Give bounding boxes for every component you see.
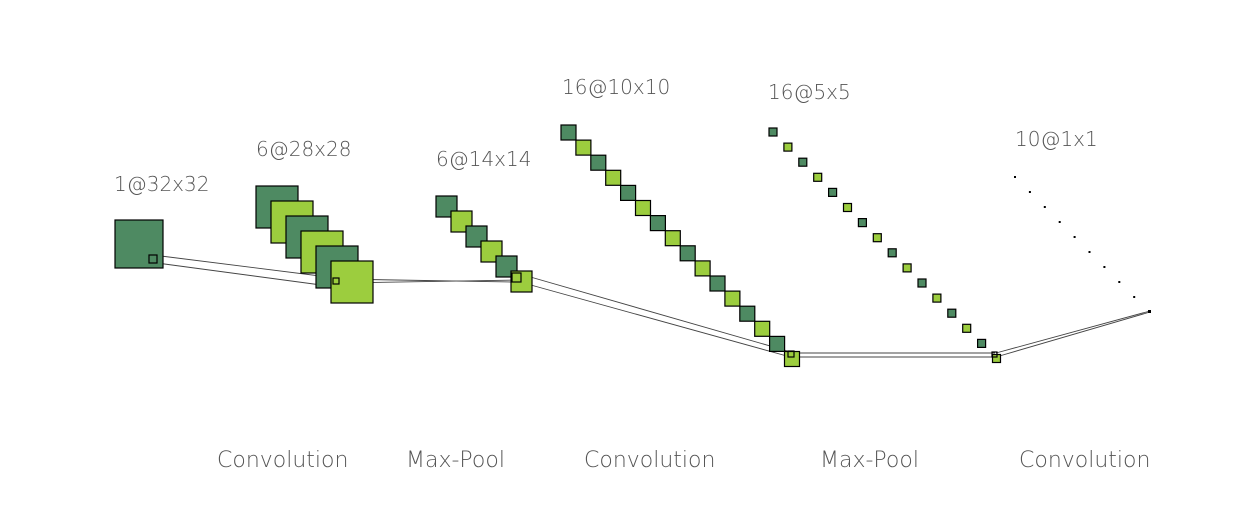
feature-map-pool2-3 bbox=[798, 157, 808, 167]
op-label-convolution-1: Convolution bbox=[217, 448, 348, 473]
feature-map-conv2-6 bbox=[634, 199, 652, 217]
feature-map-conv2-5 bbox=[619, 184, 637, 201]
feature-map-conv3-9 bbox=[1133, 296, 1136, 298]
op-label-maxpool-1: Max-Pool bbox=[406, 448, 505, 473]
feature-map-conv2-7 bbox=[649, 215, 667, 232]
feature-map-pool2-6 bbox=[842, 202, 853, 213]
feature-map-pool2-5 bbox=[827, 187, 838, 197]
feature-map-pool2-13 bbox=[947, 308, 957, 318]
feature-map-conv2-3 bbox=[590, 154, 607, 171]
stack-pool1 bbox=[435, 195, 533, 293]
feature-map-conv2-11 bbox=[709, 275, 726, 292]
connector-line-11 bbox=[995, 311, 1151, 358]
feature-map-conv2-15 bbox=[768, 335, 786, 352]
feature-map-conv3-5 bbox=[1073, 236, 1076, 238]
connector-line-1 bbox=[152, 254, 337, 279]
window-pool1-kernel bbox=[511, 272, 522, 283]
op-label-maxpool-2: Max-Pool bbox=[820, 448, 919, 473]
op-label-convolution-2: Convolution bbox=[584, 448, 715, 473]
window-conv2-pool bbox=[787, 350, 795, 358]
layer-label-input: 1@32x32 bbox=[114, 172, 209, 196]
op-label-convolution-3: Convolution bbox=[1019, 448, 1150, 473]
feature-map-pool2-8 bbox=[872, 233, 882, 243]
feature-map-conv3-4 bbox=[1058, 221, 1061, 223]
feature-map-pool2-14 bbox=[962, 323, 972, 333]
connector-line-6 bbox=[519, 273, 792, 353]
feature-map-pool2-15 bbox=[976, 338, 987, 348]
feature-map-conv3-3 bbox=[1043, 206, 1046, 208]
stack-conv3 bbox=[1014, 176, 1151, 313]
feature-map-conv3-7 bbox=[1103, 266, 1106, 268]
feature-map-pool2-11 bbox=[917, 278, 927, 288]
feature-map-conv2-4 bbox=[605, 169, 622, 186]
feature-map-conv3-2 bbox=[1028, 191, 1031, 193]
feature-map-conv3-1 bbox=[1014, 176, 1016, 178]
stack-input bbox=[114, 219, 164, 269]
window-pool2-kernel bbox=[991, 351, 998, 358]
window-conv1-pool bbox=[332, 277, 340, 285]
feature-map-conv3-6 bbox=[1088, 251, 1091, 253]
connector-line-2 bbox=[156, 262, 337, 288]
feature-map-pool2-7 bbox=[857, 218, 868, 228]
feature-map-conv1-6 bbox=[330, 260, 374, 304]
feature-maps bbox=[114, 124, 1151, 368]
feature-map-pool2-2 bbox=[783, 142, 793, 152]
stack-pool2 bbox=[768, 127, 1002, 364]
feature-map-pool2-9 bbox=[887, 248, 897, 258]
feature-map-conv2-14 bbox=[754, 320, 771, 337]
connectors bbox=[152, 254, 1151, 359]
feature-map-pool2-4 bbox=[813, 172, 823, 182]
feature-map-conv2-1 bbox=[560, 124, 577, 141]
connector-line-10 bbox=[995, 310, 1151, 354]
connector-line-7 bbox=[519, 281, 795, 359]
feature-map-conv2-12 bbox=[724, 290, 741, 307]
feature-map-conv2-13 bbox=[739, 305, 756, 322]
stack-conv1 bbox=[255, 185, 374, 304]
layer-label-conv3: 10@1x1 bbox=[1015, 127, 1098, 151]
layer-label-pool2: 16@5x5 bbox=[768, 80, 851, 104]
layer-label-conv1: 6@28x28 bbox=[256, 137, 351, 161]
feature-map-conv2-2 bbox=[575, 139, 592, 156]
window-input-kernel bbox=[148, 254, 158, 264]
feature-map-conv2-16 bbox=[783, 350, 801, 368]
feature-map-conv2-10 bbox=[694, 260, 711, 277]
feature-map-input-1 bbox=[114, 219, 164, 269]
layer-label-pool1: 6@14x14 bbox=[436, 147, 531, 171]
receptive-fields bbox=[148, 254, 1151, 358]
layer-label-conv2: 16@10x10 bbox=[562, 75, 670, 99]
feature-map-pool2-1 bbox=[768, 127, 778, 137]
output-unit bbox=[1148, 310, 1151, 313]
feature-map-conv2-8 bbox=[664, 230, 681, 247]
feature-map-pool2-12 bbox=[932, 293, 942, 303]
feature-map-conv3-8 bbox=[1118, 281, 1121, 283]
feature-map-pool2-10 bbox=[902, 263, 912, 273]
stack-conv2 bbox=[560, 124, 801, 368]
feature-map-conv2-9 bbox=[679, 245, 696, 262]
